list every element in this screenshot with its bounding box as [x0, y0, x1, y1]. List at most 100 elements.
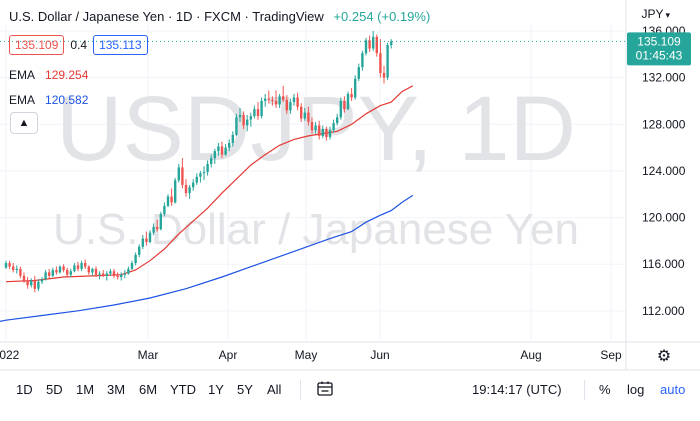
- candle: [109, 268, 112, 276]
- candle: [325, 126, 328, 141]
- candle: [134, 252, 137, 266]
- candle: [303, 107, 306, 121]
- candle: [4, 260, 8, 269]
- clock-readout[interactable]: 19:14:17 (UTC): [472, 382, 562, 397]
- candle: [181, 158, 184, 189]
- auto-scale-toggle[interactable]: auto: [660, 382, 686, 397]
- range-1y[interactable]: 1Y: [208, 382, 224, 397]
- candle: [116, 272, 119, 280]
- range-5y[interactable]: 5Y: [237, 382, 253, 397]
- candle-body: [336, 117, 339, 124]
- candle-body: [33, 280, 36, 289]
- candle-body: [296, 97, 299, 107]
- axes: 112.000 116.000 120.000 124.000 128.000 132.0…: [0, 0, 700, 371]
- candle: [328, 126, 332, 140]
- candle: [120, 272, 123, 281]
- chevron-up-icon: ▲: [18, 117, 30, 129]
- candle: [199, 170, 202, 183]
- indicator-ema-fast[interactable]: EMA 129.254: [9, 68, 88, 82]
- currency-selector[interactable]: JPY ▾: [641, 7, 670, 21]
- gear-icon[interactable]: ⚙: [657, 346, 671, 365]
- toolbar-divider: [300, 380, 301, 400]
- candle-body: [210, 158, 213, 164]
- candle: [310, 117, 314, 134]
- bottom-toolbar: 1D 5D 1M 3M 6M YTD 1Y 5Y All 19:14:17 (U…: [0, 372, 700, 408]
- range-5d[interactable]: 5D: [46, 382, 63, 397]
- candle: [51, 267, 54, 278]
- candle-body: [130, 263, 134, 269]
- range-1d[interactable]: 1D: [16, 382, 33, 397]
- candle: [274, 90, 278, 108]
- candle-body: [292, 97, 296, 103]
- candle: [91, 267, 94, 276]
- ask-price[interactable]: 135.113: [93, 35, 148, 55]
- candle: [37, 279, 40, 292]
- candle: [8, 260, 11, 269]
- candle: [217, 142, 220, 156]
- candle: [152, 223, 155, 236]
- candle-body: [361, 53, 364, 68]
- candle-body: [224, 147, 227, 155]
- indicator-ema-slow[interactable]: EMA 120.582: [9, 93, 88, 107]
- candle-body: [48, 272, 51, 276]
- candle: [235, 113, 238, 136]
- candle-body: [202, 172, 206, 174]
- candle-body: [382, 72, 386, 78]
- candle: [33, 275, 36, 293]
- candle: [224, 144, 227, 156]
- candle-body: [303, 112, 306, 119]
- candle: [375, 34, 378, 57]
- candle: [156, 219, 159, 232]
- candle: [321, 125, 324, 139]
- candle: [192, 179, 195, 191]
- candle: [19, 266, 22, 279]
- candle: [98, 271, 101, 280]
- candle: [382, 65, 386, 84]
- log-toggle[interactable]: log: [627, 382, 645, 397]
- candle-body: [285, 99, 288, 111]
- candle-body: [166, 196, 170, 206]
- candle: [289, 98, 292, 114]
- candle: [379, 39, 382, 78]
- candle-body: [66, 270, 69, 275]
- candle: [55, 266, 58, 275]
- candle: [138, 244, 141, 258]
- candle: [267, 90, 270, 104]
- range-ytd[interactable]: YTD: [170, 382, 196, 397]
- range-all[interactable]: All: [267, 382, 282, 397]
- candle-body: [148, 232, 152, 243]
- candle-body: [195, 176, 198, 183]
- candle-body: [84, 263, 87, 267]
- candle-body: [192, 182, 195, 188]
- candle-body: [307, 112, 310, 122]
- date-range-icon[interactable]: [316, 380, 334, 401]
- candle-body: [156, 226, 159, 230]
- collapse-legend-button[interactable]: ▲: [10, 112, 38, 134]
- candle-body: [98, 273, 101, 275]
- range-3m[interactable]: 3M: [107, 382, 126, 397]
- candle: [228, 139, 231, 152]
- candle: [202, 166, 206, 181]
- range-6m[interactable]: 6M: [139, 382, 158, 397]
- percent-toggle[interactable]: %: [599, 382, 611, 397]
- candle-body: [217, 146, 220, 152]
- chevron-down-icon: ▾: [665, 10, 670, 20]
- candle-body: [87, 266, 90, 273]
- candle-body: [58, 266, 62, 273]
- candle: [256, 102, 260, 120]
- candle: [332, 119, 335, 133]
- symbol-title[interactable]: U.S. Dollar / Japanese Yen · 1D · FXCM ·…: [9, 9, 324, 24]
- candle-body: [37, 281, 40, 289]
- candle: [80, 260, 83, 272]
- candle-body: [314, 125, 317, 131]
- candle: [354, 75, 357, 100]
- candle-body: [109, 271, 112, 274]
- candle-body: [44, 272, 47, 280]
- bid-price[interactable]: 135.109: [9, 35, 65, 55]
- ema-slow-line: [0, 194, 414, 322]
- candle-body: [310, 121, 314, 131]
- range-1m[interactable]: 1M: [76, 382, 95, 397]
- candle: [253, 105, 256, 119]
